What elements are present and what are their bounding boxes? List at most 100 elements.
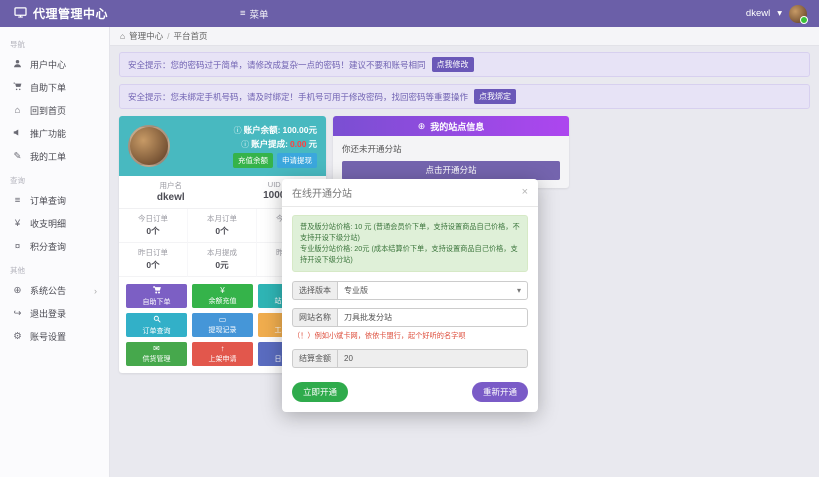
sidebar-item-label: 系统公告	[30, 286, 67, 296]
sidebar-section-title: 查询	[10, 176, 25, 185]
stat-label: 昨日订单	[138, 248, 168, 257]
commission-value: 0.00	[289, 139, 307, 149]
sidebar-item[interactable]: 用户中心	[0, 53, 109, 76]
sidebar-item[interactable]: ¤ 积分查询	[0, 235, 109, 258]
site-name-input[interactable]	[337, 307, 528, 327]
avatar[interactable]	[789, 4, 808, 24]
open-site-panel-button[interactable]: 点击开通分站	[342, 161, 560, 180]
settle-amount-value	[337, 348, 528, 368]
coin-icon: ¤	[14, 240, 21, 252]
caret-down-icon: ▾	[516, 285, 521, 295]
version-select[interactable]: 专业版 ▾	[337, 280, 528, 300]
quick-action-button[interactable]: ✉ 供货管理	[126, 342, 187, 366]
breadcrumb-root[interactable]: 管理中心	[129, 31, 164, 41]
sidebar-section-title: 其他	[10, 266, 25, 275]
cart-icon	[152, 285, 161, 296]
commission-line: ⓘ 账户提成: 0.00 元	[241, 138, 317, 150]
stat-label: 用户名	[159, 181, 183, 190]
commission-unit: 元	[308, 139, 317, 149]
site-name-hint: （！）例如小斌卡网，依依卡盟行，起个好听的名字呗	[293, 330, 466, 340]
quick-action-button[interactable]: ¥ 余额充值	[192, 284, 253, 308]
sidebar-item[interactable]: ≡ 订单查询	[0, 189, 109, 212]
reopen-button[interactable]: 重新开通	[471, 381, 528, 402]
commission-label: 账户提成:	[251, 139, 288, 149]
balance-label: 账户余额:	[243, 125, 281, 135]
stat-value: 0个	[146, 226, 160, 236]
modal-title: 在线开通分站	[292, 189, 352, 200]
brand: 代理管理中心	[0, 5, 240, 22]
bullhorn-icon	[12, 128, 23, 140]
money-icon: ¥	[220, 285, 225, 295]
security-alert-phone: 安全提示：您未绑定手机号码，请及时绑定！手机号可用于修改密码，找回密码等重要操作…	[119, 84, 810, 109]
quick-action-button[interactable]: ▭ 提现记录	[192, 313, 253, 337]
sidebar: 导航 用户中心 自助下单 ⌂ 回到首页 推广功能 ✎ 我的工单 查询 ≡ 订单查询 ¥ 收支明细 ¤ 积分查…	[0, 27, 110, 477]
withdraw-button[interactable]: 申请提现	[277, 153, 317, 168]
site-panel-body: 你还未开通分站 点击开通分站	[333, 136, 569, 188]
comment-icon: ✉	[153, 343, 160, 353]
list-icon: ≡	[14, 194, 21, 206]
modal-footer: 立即开通 重新开通	[292, 376, 528, 402]
stat-cell: 今日订单 0个	[119, 209, 188, 243]
user-menu[interactable]: dkewl ▾	[745, 4, 819, 24]
breadcrumb: ⌂ 管理中心 / 平台首页	[110, 27, 819, 46]
sidebar-item[interactable]: ⌂ 回到首页	[0, 99, 109, 122]
sidebar-item[interactable]: ¥ 收支明细	[0, 212, 109, 235]
balance-buttons: 充值余额 申请提现	[233, 153, 317, 168]
quick-action-button[interactable]: ↑ 上架申请	[192, 342, 253, 366]
search-icon	[153, 315, 161, 325]
version-label: 选择版本	[292, 280, 337, 300]
sidebar-item[interactable]: ⊕ 系统公告 ›	[0, 279, 109, 302]
site-name-field: 网站名称	[292, 307, 528, 327]
sidebar-item-label: 收支明细	[30, 219, 67, 229]
sidebar-item[interactable]: 推广功能	[0, 122, 109, 145]
menu-icon: ≡	[240, 8, 246, 19]
close-icon[interactable]: ×	[521, 186, 528, 198]
sidebar-item-label: 推广功能	[30, 129, 67, 139]
quick-action-label: 提现记录	[208, 326, 237, 334]
recharge-button[interactable]: 充值余额	[233, 153, 273, 168]
quick-action-label: 余额充值	[208, 297, 237, 305]
settle-amount-label: 结算金额	[292, 348, 337, 368]
version-selected-value: 专业版	[344, 285, 368, 295]
balance-line: ⓘ 账户余额: 100.00元	[234, 124, 317, 136]
stat-label: 本月提成	[207, 248, 237, 257]
alert-text: 安全提示：您未绑定手机号码，请及时绑定！手机号可用于修改密码，找回密码等重要操作	[128, 91, 469, 102]
sidebar-item[interactable]: 自助下单	[0, 76, 109, 99]
brand-title: 代理管理中心	[33, 7, 109, 21]
avatar-large	[128, 125, 170, 167]
username: dkewl	[745, 8, 771, 19]
sidebar-item[interactable]: ⚙ 账号设置	[0, 325, 109, 348]
caret-down-icon: ▾	[777, 8, 782, 19]
quick-action-label: 订单查询	[142, 327, 171, 335]
quick-action-button[interactable]: 自助下单	[126, 284, 187, 308]
sidebar-item-label: 自助下单	[30, 83, 67, 93]
sidebar-item[interactable]: ↪ 退出登录	[0, 302, 109, 325]
money-icon: ¥	[14, 217, 21, 229]
modal-header: 在线开通分站 ×	[282, 179, 538, 207]
upload-icon: ↑	[220, 343, 225, 353]
sidebar-item[interactable]: ✎ 我的工单	[0, 145, 109, 168]
sidebar-item-label: 积分查询	[30, 242, 67, 252]
main-area: ⌂ 管理中心 / 平台首页 安全提示：您的密码过于简单，请修改成复杂一点的密码！…	[110, 27, 819, 477]
version-field: 选择版本 专业版 ▾	[292, 280, 528, 300]
quick-action-button[interactable]: 订单查询	[126, 313, 187, 337]
stat-label: 本月订单	[207, 214, 237, 223]
sidebar-item-label: 回到首页	[30, 106, 67, 116]
stat-cell: 本月订单 0个	[188, 209, 257, 243]
content-area: 安全提示：您的密码过于简单，请修改成复杂一点的密码！建议不要和账号相同 点我修改…	[110, 46, 819, 379]
menu-label: 菜单	[249, 9, 269, 21]
open-site-modal: 在线开通分站 × 普及版分站价格: 10 元 (普通会员价下单，支持设置商品自己…	[282, 179, 538, 412]
change-password-button[interactable]: 点我修改	[431, 57, 474, 72]
sidebar-item-label: 用户中心	[30, 60, 67, 70]
user-icon	[12, 59, 23, 71]
notice-line-basic: 普及版分站价格: 10 元 (普通会员价下单，支持设置商品自己价格，不支持开设下…	[300, 222, 520, 243]
account-summary: ⓘ 账户余额: 100.00元 ⓘ 账户提成: 0.00 元	[119, 116, 326, 176]
open-now-button[interactable]: 立即开通	[292, 381, 349, 402]
menu-toggle[interactable]: ≡ 菜单	[240, 7, 269, 21]
stat-cell: 本月提成 0元	[188, 243, 257, 277]
info-icon: ⓘ	[233, 125, 242, 135]
home-icon: ⌂	[120, 31, 126, 41]
chevron-right-icon: ›	[94, 285, 97, 296]
alert-text: 安全提示：您的密码过于简单，请修改成复杂一点的密码！建议不要和账号相同	[128, 59, 426, 70]
bind-phone-button[interactable]: 点我绑定	[474, 89, 517, 104]
